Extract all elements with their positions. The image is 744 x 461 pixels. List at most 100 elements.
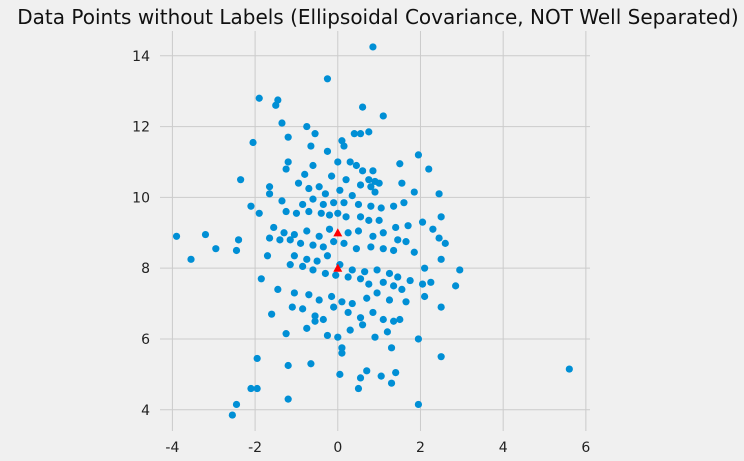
data-point <box>228 411 236 419</box>
data-point <box>356 181 365 189</box>
data-point <box>342 213 350 221</box>
tick-labels: -4 -2 0 2 4 6 4 6 8 10 12 14 <box>132 49 590 456</box>
data-point <box>429 225 437 233</box>
y-tick-label: 14 <box>132 49 150 65</box>
data-point <box>565 365 573 373</box>
data-point <box>390 317 398 325</box>
data-point <box>234 236 243 244</box>
data-point <box>301 170 309 178</box>
data-point <box>307 360 315 368</box>
data-point <box>371 188 379 196</box>
data-point <box>354 384 363 393</box>
data-point <box>340 142 348 150</box>
data-point <box>315 183 323 191</box>
data-point <box>232 246 241 255</box>
data-point <box>253 384 261 393</box>
data-point <box>344 229 352 237</box>
x-tick-label: 6 <box>581 440 590 456</box>
data-point <box>367 243 375 251</box>
data-point <box>369 232 377 240</box>
data-point <box>414 400 423 409</box>
data-point <box>303 255 311 263</box>
data-point <box>392 368 400 377</box>
data-point <box>294 179 303 187</box>
data-point <box>309 266 317 274</box>
data-point <box>356 213 365 221</box>
data-point <box>296 239 305 247</box>
data-point <box>323 331 332 340</box>
data-point <box>346 326 354 334</box>
data-point <box>358 103 367 111</box>
data-point <box>270 223 278 232</box>
data-point <box>257 275 265 283</box>
data-point <box>387 344 396 352</box>
data-point <box>379 112 387 120</box>
data-point <box>286 261 294 269</box>
data-point <box>390 282 398 290</box>
data-point <box>330 199 338 207</box>
data-point <box>247 384 255 393</box>
data-point <box>365 128 373 136</box>
data-point <box>325 211 334 219</box>
data-point <box>410 248 418 256</box>
data-point <box>303 122 311 131</box>
data-point <box>435 190 443 198</box>
data-point <box>303 324 311 332</box>
data-point <box>398 285 406 294</box>
data-point <box>288 303 296 311</box>
data-point <box>394 236 402 244</box>
data-points <box>172 43 573 419</box>
data-point <box>315 232 323 240</box>
data-point <box>383 328 392 336</box>
data-point <box>284 395 292 403</box>
data-point <box>452 282 460 290</box>
data-point <box>338 298 346 306</box>
data-point <box>327 172 336 180</box>
x-tick-label: 4 <box>499 440 508 456</box>
data-point <box>371 333 379 341</box>
data-point <box>385 269 394 278</box>
data-point <box>390 246 398 255</box>
data-point <box>340 199 348 207</box>
data-point <box>305 207 313 216</box>
data-point <box>358 167 367 175</box>
data-point <box>280 229 288 237</box>
data-point <box>265 183 274 191</box>
data-point <box>346 158 354 166</box>
data-point <box>392 223 400 232</box>
data-point <box>356 275 365 283</box>
data-point <box>282 207 290 216</box>
y-tick-label: 6 <box>141 332 150 348</box>
data-point <box>212 245 220 253</box>
data-point <box>356 374 365 382</box>
data-point <box>332 271 340 279</box>
data-point <box>414 335 423 343</box>
x-tick-label: -2 <box>248 440 262 456</box>
data-point <box>313 257 321 265</box>
data-point <box>348 266 356 274</box>
data-point <box>379 245 387 253</box>
data-point <box>400 199 408 207</box>
data-point <box>278 119 286 127</box>
data-point <box>344 273 352 281</box>
data-point <box>253 354 261 363</box>
data-point <box>358 321 367 329</box>
data-point <box>201 230 210 239</box>
data-point <box>299 305 307 313</box>
data-point <box>437 303 445 311</box>
data-point <box>292 209 301 217</box>
data-point <box>172 232 181 240</box>
data-point <box>348 192 356 200</box>
data-point <box>352 161 360 170</box>
x-tick-label: 0 <box>333 440 342 456</box>
data-point <box>410 188 418 196</box>
data-point <box>309 241 317 249</box>
data-point <box>327 292 336 301</box>
data-point <box>263 252 272 260</box>
data-point <box>232 400 241 409</box>
data-point <box>284 158 292 166</box>
data-point <box>421 292 429 301</box>
data-point <box>282 165 290 173</box>
data-point <box>319 200 327 209</box>
data-point <box>354 227 363 235</box>
